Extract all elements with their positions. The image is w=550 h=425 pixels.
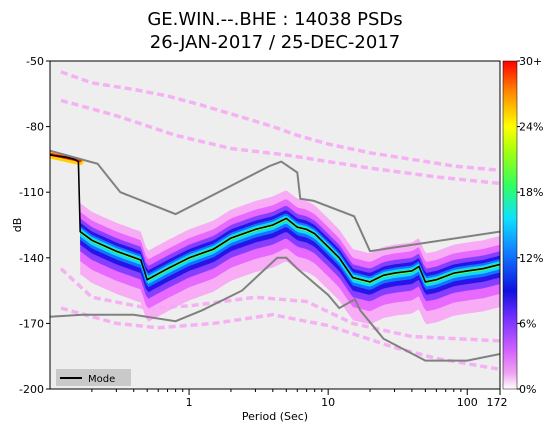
y-tick-label: -110	[19, 186, 44, 199]
colorbar-label: 6%	[519, 317, 536, 330]
plot-area	[50, 70, 500, 372]
noise-models	[50, 149, 500, 362]
legend: Mode	[56, 369, 131, 386]
colorbar-label: 24%	[519, 121, 543, 134]
outlier-trace-3	[59, 267, 500, 343]
colorbar-gradient	[502, 60, 518, 390]
mode-layer	[50, 154, 500, 283]
colorbar-label: 30+	[519, 55, 542, 68]
high-noise-model-line	[50, 149, 500, 253]
outlier-traces	[59, 70, 500, 372]
colorbar-label: 18%	[519, 186, 543, 199]
colorbar-label: 0%	[519, 383, 536, 396]
outlier-trace-1	[60, 98, 500, 186]
y-tick-label: -50	[26, 55, 44, 68]
x-axis: 1 10 100 172	[91, 389, 508, 409]
y-tick-label: -170	[19, 317, 44, 330]
x-axis-label: Period (Sec)	[242, 410, 308, 423]
colorbar-labels: 30+ 24% 18% 12% 6% 0%	[517, 55, 543, 396]
x-tick-label: 1	[186, 396, 193, 409]
colorbar: 30+ 24% 18% 12% 6% 0%	[502, 55, 543, 396]
low-noise-model-line	[50, 256, 500, 362]
y-axis: -50 -80 -110 -140 -170 -200	[19, 55, 50, 396]
x-tick-label: 100	[457, 396, 478, 409]
mode-line	[50, 154, 500, 283]
colorbar-label: 12%	[519, 252, 543, 265]
legend-mode-label: Mode	[88, 374, 115, 385]
y-tick-label: -80	[26, 121, 44, 134]
y-axis-label: dB	[11, 218, 24, 233]
x-tick-label: 172	[487, 396, 508, 409]
plot-frame	[49, 60, 501, 390]
outlier-trace-2	[60, 306, 500, 372]
x-tick-label: 10	[321, 396, 335, 409]
chart-title-line2: 26-JAN-2017 / 25-DEC-2017	[150, 32, 401, 53]
legend-box	[56, 369, 131, 386]
y-tick-label: -200	[19, 383, 44, 396]
chart-title-line1: GE.WIN.--.BHE : 14038 PSDs	[147, 9, 402, 30]
y-tick-label: -140	[19, 252, 44, 265]
